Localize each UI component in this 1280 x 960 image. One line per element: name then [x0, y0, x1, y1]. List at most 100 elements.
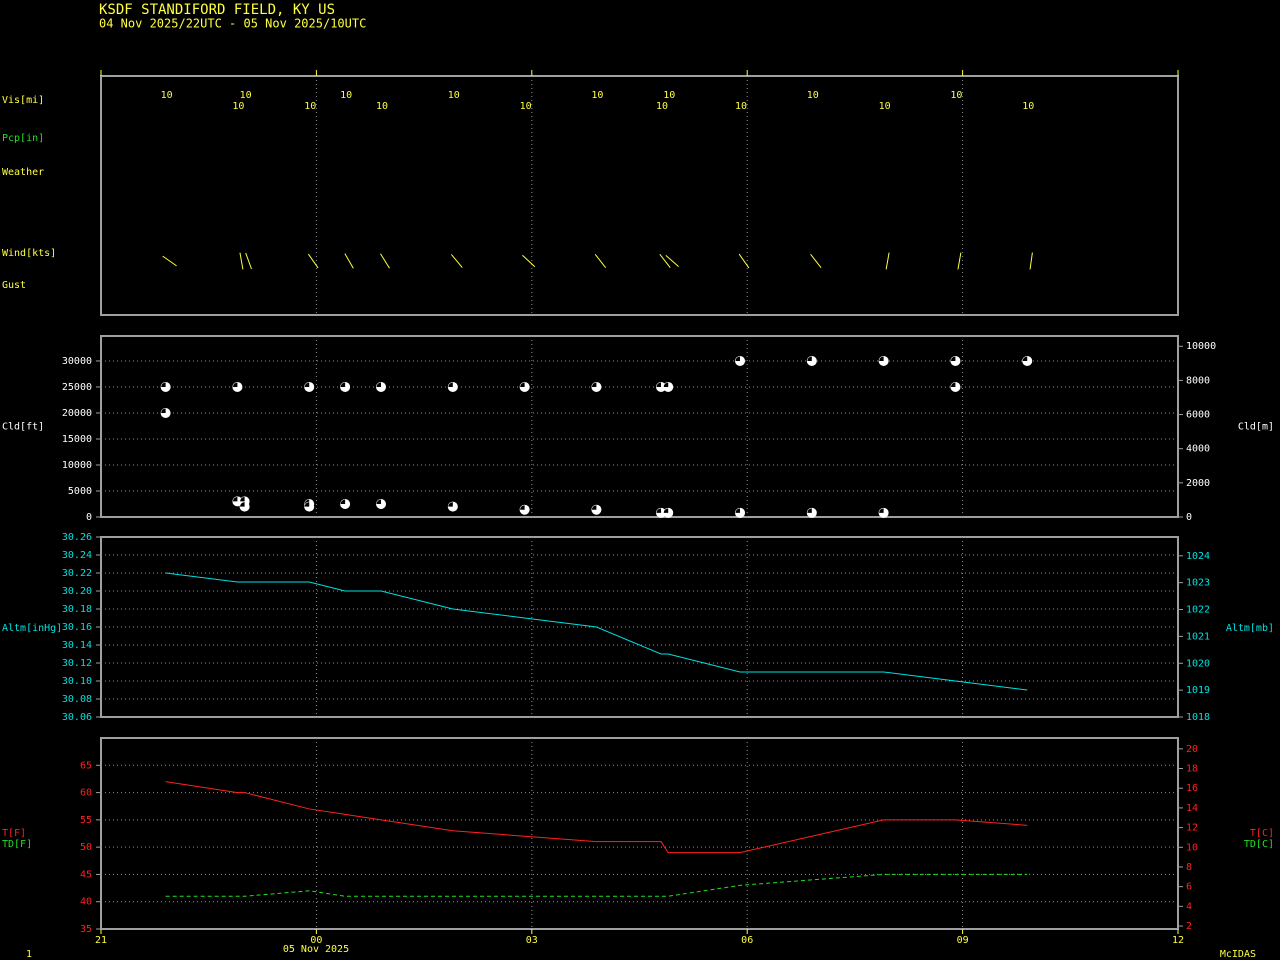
- y-tick-label: 25000: [62, 382, 92, 393]
- wind-barb: [450, 254, 463, 268]
- y-tick-label: 30.26: [62, 532, 92, 543]
- y2-tick-label: 1024: [1186, 551, 1210, 562]
- y2-tick-label: 8000: [1186, 375, 1210, 386]
- y2-tick-label: 18: [1186, 764, 1198, 775]
- y2-tick-label: 6: [1186, 882, 1192, 893]
- cloud-cover-shade: [656, 382, 662, 387]
- cloud-cover-shade: [656, 508, 662, 513]
- y-tick-label: 30.18: [62, 604, 92, 615]
- row-label: Gust: [2, 280, 26, 291]
- wind-barb: [380, 253, 390, 269]
- wind-barb: [245, 252, 252, 270]
- y-tick-label: 30.22: [62, 568, 92, 579]
- y-tick-label: 30000: [62, 356, 92, 367]
- cloud-cover-shade: [879, 508, 884, 513]
- x-tick-label: 03: [526, 935, 538, 946]
- y2-axis-label: TD[C]: [1244, 839, 1274, 850]
- panel-frame: [100, 75, 1179, 316]
- y2-tick-label: 16: [1186, 783, 1198, 794]
- y-tick-label: 5000: [68, 486, 92, 497]
- y-tick-label: 65: [80, 760, 92, 771]
- cloud-cover-shade: [304, 382, 310, 387]
- visibility: 10: [656, 101, 668, 112]
- y2-tick-label: 20: [1186, 744, 1198, 755]
- y2-tick-label: 1018: [1186, 712, 1210, 723]
- series-line: [165, 873, 1028, 897]
- y-tick-label: 20000: [62, 408, 92, 419]
- cloud-cover-shade: [161, 382, 166, 387]
- y-tick-label: 30.20: [62, 586, 92, 597]
- y2-axis-label: Cld[m]: [1238, 422, 1274, 433]
- wind-barb: [659, 253, 671, 269]
- y2-tick-label: 4: [1186, 901, 1192, 912]
- cloud-cover-shade: [663, 508, 669, 513]
- visibility: 10: [1022, 101, 1034, 112]
- visibility: 10: [879, 101, 891, 112]
- wind-barb: [239, 252, 244, 270]
- wind-barb: [885, 252, 890, 270]
- y2-axis-label: T[C]: [1250, 828, 1274, 839]
- visibility: 10: [807, 90, 819, 101]
- y2-tick-label: 2000: [1186, 478, 1210, 489]
- y2-tick-label: 1022: [1186, 605, 1210, 616]
- panel-frame: [100, 536, 1179, 718]
- visibility: 10: [161, 90, 173, 101]
- cloud-cover-shade: [448, 382, 453, 387]
- y2-tick-label: 0: [1186, 512, 1192, 523]
- y-tick-label: 60: [80, 788, 92, 799]
- wind-barb: [957, 252, 962, 270]
- y2-tick-label: 6000: [1186, 410, 1210, 421]
- row-label: Wind[kts]: [2, 248, 56, 259]
- cloud-cover-shade: [240, 496, 245, 502]
- cloud-cover-shade: [591, 505, 597, 510]
- page-number: 1: [26, 949, 32, 960]
- cloud-cover-shade: [950, 356, 956, 361]
- wind-barb: [522, 254, 536, 268]
- wind-barb: [162, 255, 177, 267]
- y-tick-label: 40: [80, 897, 92, 908]
- y2-tick-label: 1023: [1186, 578, 1210, 589]
- cloud-cover-shade: [950, 382, 956, 387]
- cloud-cover-shade: [520, 505, 525, 510]
- y-tick-label: 30.16: [62, 622, 92, 633]
- y2-tick-label: 1021: [1186, 631, 1210, 642]
- wind-barb: [1029, 252, 1033, 270]
- cloud-cover-shade: [240, 502, 245, 507]
- x-tick-label: 21: [95, 935, 107, 946]
- series-line: [165, 781, 1028, 854]
- panel-frame: [100, 737, 1179, 930]
- row-label: Vis[mi]: [2, 95, 44, 106]
- visibility: 10: [240, 90, 252, 101]
- cloud-cover-shade: [376, 382, 382, 387]
- panel-frame: [100, 335, 1179, 518]
- y-tick-label: 50: [80, 842, 92, 853]
- cloud-cover-shade: [232, 382, 238, 387]
- y-axis-label: TD[F]: [2, 839, 32, 850]
- visibility: 10: [735, 101, 747, 112]
- row-label: Pcp[in]: [2, 133, 44, 144]
- y-tick-label: 10000: [62, 460, 92, 471]
- cloud-cover-shade: [161, 408, 166, 413]
- wind-barb: [810, 253, 822, 269]
- y-tick-label: 30.14: [62, 640, 92, 651]
- title: KSDF STANDIFORD FIELD, KY US: [99, 2, 335, 18]
- cloud-cover-shade: [304, 502, 310, 507]
- y-axis-label: T[F]: [2, 828, 26, 839]
- cloud-cover-shade: [376, 499, 382, 504]
- cloud-cover-shade: [448, 502, 453, 507]
- wind-barb: [594, 253, 607, 269]
- visibility: 10: [663, 90, 675, 101]
- y2-tick-label: 1020: [1186, 658, 1210, 669]
- wind-barb: [665, 255, 679, 267]
- y-tick-label: 45: [80, 869, 92, 880]
- cloud-cover-shade: [807, 356, 812, 361]
- cloud-cover-shade: [735, 508, 741, 513]
- y-tick-label: 30.08: [62, 694, 92, 705]
- date-label: 05 Nov 2025: [283, 944, 349, 955]
- y2-tick-label: 1019: [1186, 685, 1210, 696]
- cloud-cover-shade: [232, 496, 238, 502]
- cloud-cover-shade: [807, 508, 812, 513]
- visibility: 10: [376, 101, 388, 112]
- cloud-cover-shade: [591, 382, 597, 387]
